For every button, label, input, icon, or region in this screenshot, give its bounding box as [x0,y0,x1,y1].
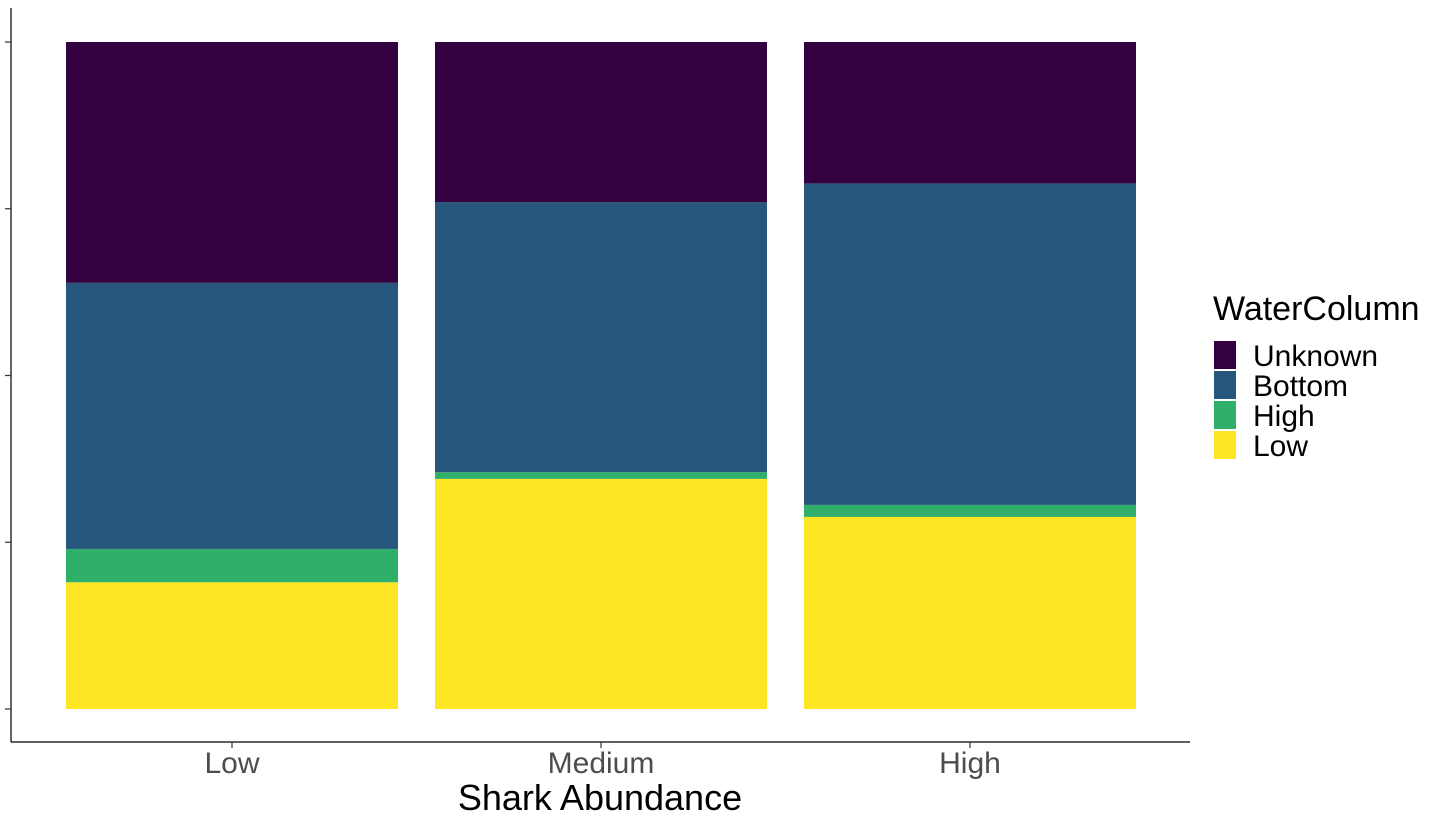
bar-high-bottom [804,183,1136,505]
legend-swatch-unknown [1214,341,1236,369]
legend-swatch-high [1214,401,1236,429]
x-tick-label: Medium [548,747,655,780]
legend-label-low: Low [1253,430,1308,463]
y-ticks [5,41,11,710]
legend-label-unknown: Unknown [1253,340,1378,373]
x-tick-label: High [939,747,1001,780]
bar-medium-unknown [435,42,767,203]
bar-low-high [66,548,398,583]
x-axis-title: Shark Abundance [458,777,742,818]
legend-label-high: High [1253,400,1315,433]
x-tick-label: Low [204,747,259,780]
bar-high-unknown [804,42,1136,184]
x-ticks: Low Medium High [204,742,1001,780]
bar-high-low [804,516,1136,709]
bar-high-high [804,504,1136,517]
bar-low-low [66,582,398,709]
bars-layer [66,42,1136,709]
legend-swatch-low [1214,431,1236,459]
legend-title: WaterColumn [1213,290,1420,328]
legend-label-bottom: Bottom [1253,370,1348,403]
bar-low-bottom [66,282,398,549]
bar-low-unknown [66,42,398,283]
bar-medium-low [435,478,767,709]
legend-swatch-bottom [1214,371,1236,399]
bar-medium-bottom [435,202,767,473]
bar-medium-high [435,472,767,479]
